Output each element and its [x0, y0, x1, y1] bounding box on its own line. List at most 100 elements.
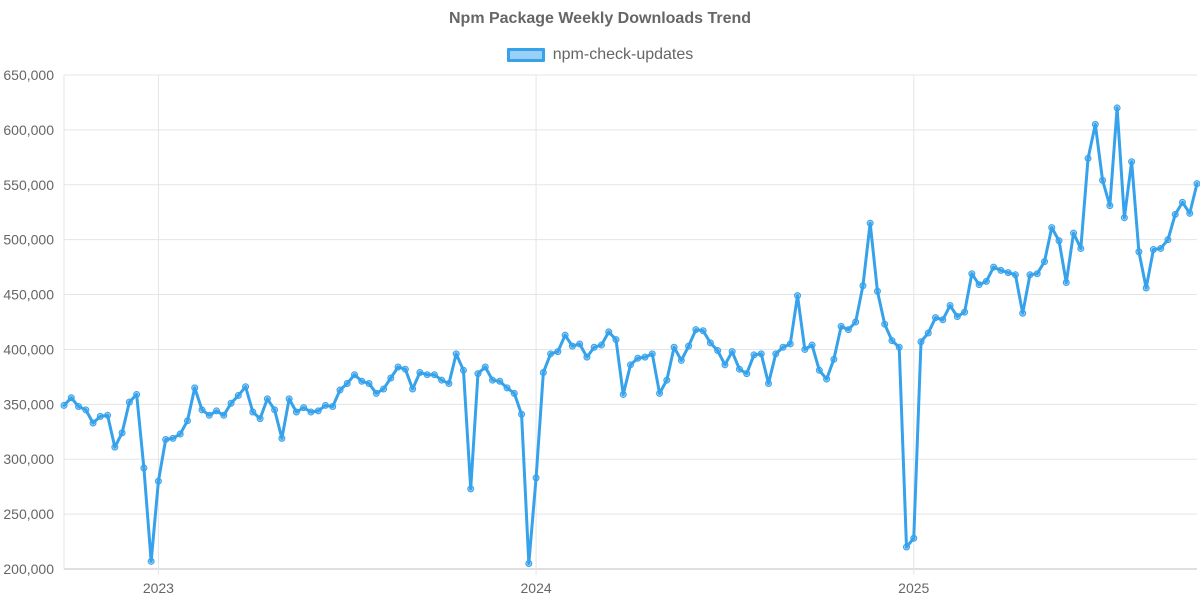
- data-point: [902, 543, 910, 551]
- chart-title: Npm Package Weekly Downloads Trend: [448, 10, 752, 27]
- data-point: [525, 560, 533, 568]
- data-point: [990, 263, 998, 271]
- data-point: [539, 368, 547, 376]
- data-point: [1011, 271, 1019, 279]
- y-tick-label: 350,000: [3, 396, 54, 412]
- data-point: [1048, 224, 1056, 232]
- data-point: [234, 392, 242, 400]
- data-point: [1186, 209, 1194, 217]
- data-point: [307, 408, 315, 416]
- data-point: [1193, 180, 1200, 188]
- legend[interactable]: npm-check-updates: [0, 46, 1200, 64]
- data-point: [111, 443, 119, 451]
- data-point: [895, 343, 903, 351]
- data-point: [67, 394, 75, 402]
- data-point: [314, 407, 322, 415]
- data-point: [590, 343, 598, 351]
- data-point: [627, 361, 634, 369]
- data-point: [176, 430, 184, 438]
- legend-swatch: [506, 48, 545, 62]
- data-point: [1033, 270, 1041, 278]
- data-point: [757, 350, 765, 358]
- data-point: [191, 384, 199, 392]
- data-point: [1019, 309, 1027, 317]
- data-point: [459, 366, 467, 374]
- data-point: [648, 350, 656, 358]
- y-tick-label: 300,000: [3, 451, 54, 467]
- axes: 200,000 250,000 300,000 350,000 400,000 450,0…: [3, 67, 929, 596]
- data-point: [387, 374, 395, 382]
- data-point: [358, 377, 366, 385]
- data-point: [474, 370, 482, 378]
- data-point: [1178, 198, 1186, 206]
- data-point: [256, 415, 264, 423]
- data-point: [1099, 176, 1107, 184]
- data-point: [997, 266, 1005, 274]
- data-point: [685, 342, 693, 350]
- data-point: [939, 316, 947, 324]
- data-point: [380, 385, 388, 393]
- data-point: [1135, 248, 1143, 256]
- data-point: [968, 270, 976, 278]
- data-point: [1149, 246, 1157, 254]
- data-point: [1091, 120, 1099, 128]
- data-point: [801, 345, 809, 353]
- data-point: [147, 557, 155, 565]
- data-point: [82, 406, 90, 414]
- data-point: [1113, 104, 1121, 112]
- data-point: [1062, 278, 1070, 286]
- data-point: [292, 408, 300, 416]
- data-point: [372, 389, 380, 397]
- data-point: [772, 350, 780, 358]
- data-point: [677, 356, 685, 364]
- data-point: [227, 399, 235, 407]
- data-point: [547, 350, 555, 358]
- data-point: [786, 340, 794, 348]
- data-point: [300, 404, 308, 412]
- data-point: [1026, 271, 1034, 279]
- data-point: [961, 308, 969, 316]
- data-point: [554, 348, 562, 356]
- data-point: [365, 379, 373, 387]
- data-point: [779, 343, 787, 351]
- data-point: [249, 408, 257, 416]
- legend-label: npm-check-updates: [552, 46, 694, 63]
- data-point: [118, 429, 126, 437]
- data-point: [844, 326, 852, 334]
- data-point: [133, 390, 141, 398]
- data-point: [1164, 236, 1172, 244]
- data-point: [423, 371, 431, 379]
- data-point: [60, 401, 68, 409]
- data-point: [430, 371, 438, 379]
- data-point: [568, 342, 576, 350]
- data-point: [1040, 258, 1048, 266]
- data-point: [285, 395, 293, 403]
- data-point: [278, 434, 286, 442]
- data-point: [438, 376, 446, 384]
- data-point: [343, 379, 351, 387]
- data-point: [946, 302, 954, 310]
- data-point: [242, 383, 250, 391]
- x-tick-label: 2025: [898, 580, 929, 596]
- data-point: [764, 379, 772, 387]
- data-point: [597, 341, 605, 349]
- data-point: [830, 355, 838, 363]
- data-point: [735, 365, 743, 373]
- data-point: [140, 464, 148, 472]
- data-point: [924, 329, 932, 337]
- data-point: [975, 281, 983, 289]
- data-point: [794, 292, 802, 300]
- data-point: [808, 341, 816, 349]
- data-point: [721, 361, 729, 369]
- data-point: [1077, 244, 1085, 252]
- y-tick-label: 200,000: [3, 561, 54, 577]
- data-point: [888, 337, 896, 345]
- data-point: [670, 343, 678, 351]
- data-point: [481, 363, 489, 371]
- data-point: [154, 477, 162, 485]
- data-point: [89, 419, 97, 427]
- data-point: [873, 287, 881, 295]
- data-point: [205, 411, 213, 419]
